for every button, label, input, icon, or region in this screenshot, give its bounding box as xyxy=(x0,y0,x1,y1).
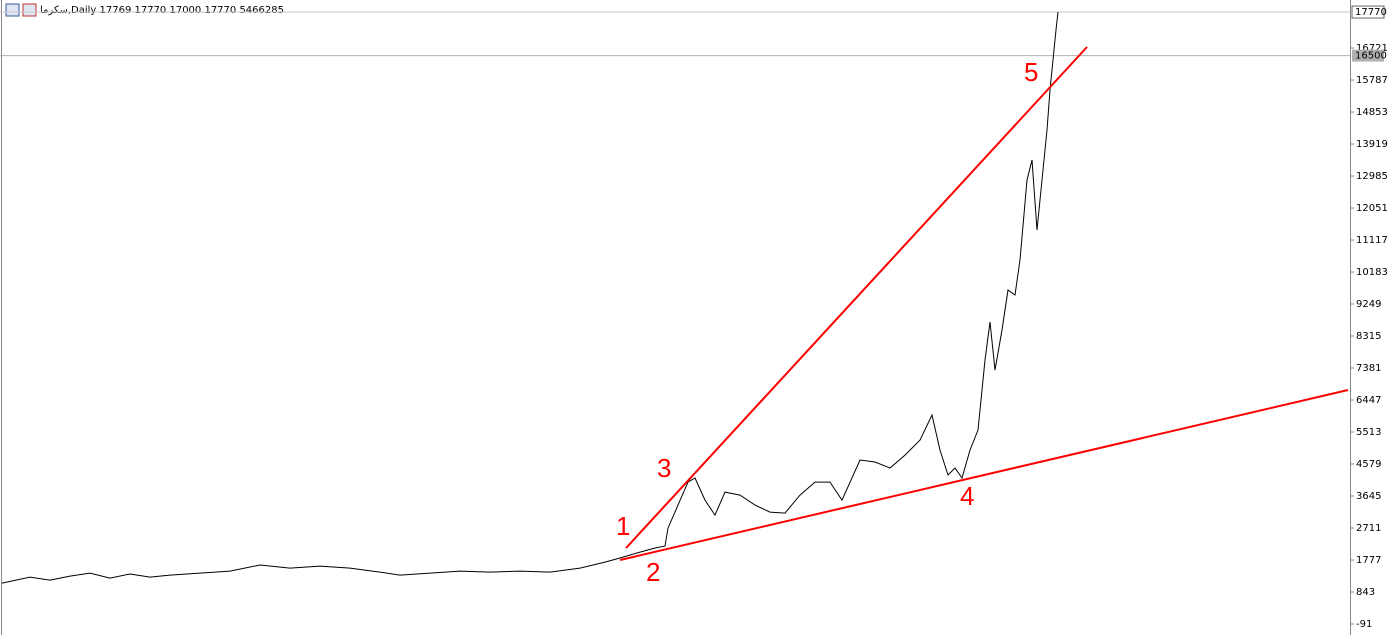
y-tick-label: 14853 xyxy=(1356,107,1388,118)
y-tick-label: 12051 xyxy=(1356,203,1388,214)
y-tick-label: 5513 xyxy=(1356,427,1381,438)
trendline xyxy=(625,46,1088,549)
level-label-box xyxy=(1352,49,1384,62)
y-tick-label: 4579 xyxy=(1356,459,1381,470)
y-tick-label: 7381 xyxy=(1356,363,1381,374)
price-line-series xyxy=(1,12,1059,584)
y-tick-label: 1777 xyxy=(1356,555,1381,566)
y-tick-label: 16721 xyxy=(1356,43,1388,54)
wave-label: 2 xyxy=(646,557,660,587)
y-tick-label: 13919 xyxy=(1356,139,1388,150)
y-tick-label: 8315 xyxy=(1356,331,1381,342)
wave-label: 5 xyxy=(1024,57,1038,87)
icon[interactable] xyxy=(5,3,20,17)
y-tick-label: 843 xyxy=(1356,587,1375,598)
y-tick-label: 3645 xyxy=(1356,491,1381,502)
wave-label: 4 xyxy=(960,481,974,511)
y-tick-label: 2711 xyxy=(1356,523,1381,534)
y-tick-label: 6447 xyxy=(1356,395,1381,406)
trendline xyxy=(619,389,1349,562)
icon[interactable] xyxy=(22,3,37,17)
price-label-box xyxy=(1351,5,1385,19)
wave-label: 1 xyxy=(616,511,630,541)
price-label: 17770 xyxy=(1355,7,1387,18)
level-label: 16500 xyxy=(1355,51,1387,62)
y-tick-label: 12985 xyxy=(1356,171,1388,182)
y-tick-label: 15787 xyxy=(1356,75,1388,86)
y-tick-label: -91 xyxy=(1356,619,1372,630)
chart-header: سکرما,Daily 17769 17770 17000 17770 5466… xyxy=(40,5,284,16)
y-tick-label: 10183 xyxy=(1356,267,1388,278)
y-tick-label: 9249 xyxy=(1356,299,1381,310)
toolbar-icons[interactable] xyxy=(5,3,37,17)
wave-label: 3 xyxy=(657,453,671,483)
y-tick-label: 11117 xyxy=(1356,235,1388,246)
